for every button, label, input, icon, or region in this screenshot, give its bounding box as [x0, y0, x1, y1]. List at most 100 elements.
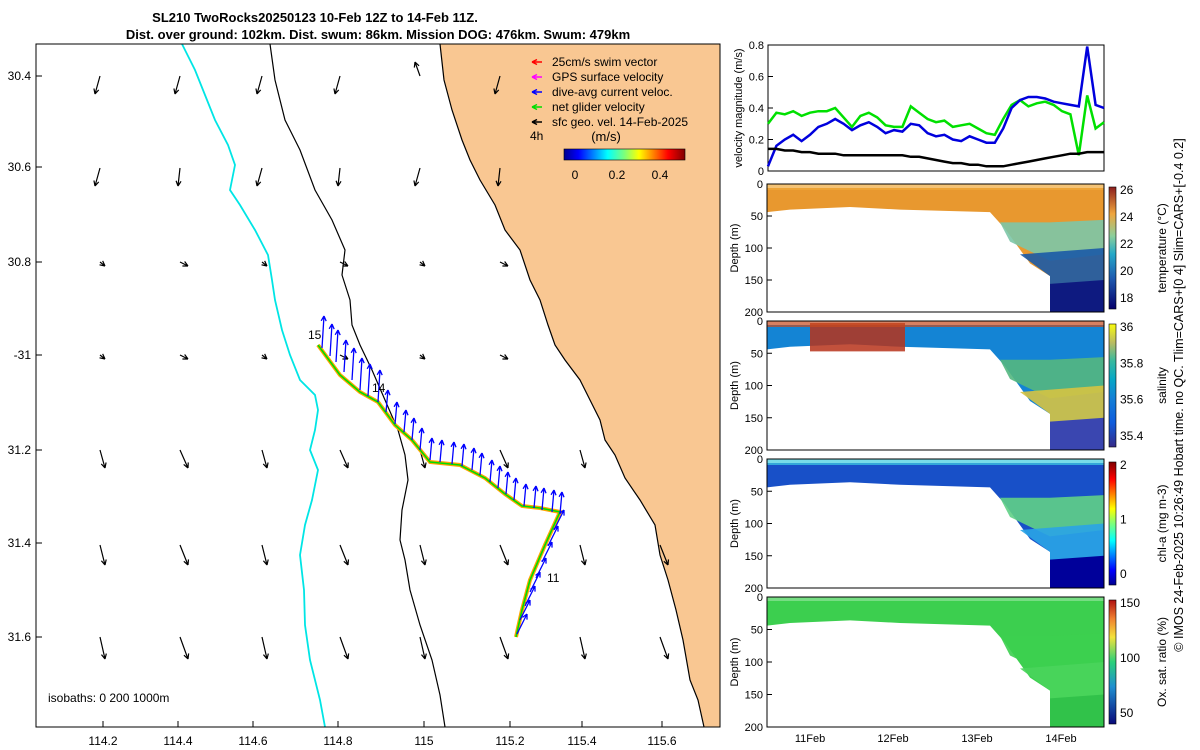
colorbar-tick: 0: [572, 168, 579, 182]
section-fill: [767, 463, 1104, 588]
current-arrow: [418, 427, 425, 451]
velocity-y-tick-label: 0: [758, 166, 764, 178]
depth-tick-label: 150: [745, 690, 763, 702]
geo-velocity-arrow: [335, 167, 342, 187]
depth-tick-label: 0: [757, 316, 763, 328]
section-panel[interactable]: 0 50 100 150 200 Depth (m) 36 35.8 35.6 35.4 salin…: [729, 316, 1169, 457]
geo-velocity-arrow: [261, 449, 269, 469]
section-surface: [767, 184, 1104, 190]
current-arrow: [553, 509, 565, 531]
dive-avg-current-arrows: [320, 315, 565, 635]
map-x-axis: 114.2 114.4 114.6 114.8 115 115.2 115.4 115.6: [88, 721, 677, 748]
geo-velocity-arrow: [255, 167, 263, 187]
section-fill: [1050, 417, 1104, 450]
map-y-tick-label: 30.4: [8, 69, 32, 83]
geo-velocity-arrow: [419, 260, 426, 267]
legend-arrow: [531, 88, 542, 96]
map-y-tick-label: 31.6: [8, 630, 32, 644]
map-y-tick-label: -31: [14, 348, 32, 362]
geo-velocity-arrow: [333, 75, 341, 95]
legend-tag-4h: 4h: [530, 129, 543, 143]
glider-track: [316, 343, 563, 638]
current-arrow: [328, 323, 335, 357]
map-y-axis: 30.4 30.6 30.8 -31 31.2 31.4 31.6: [8, 69, 42, 644]
current-arrow: [428, 437, 435, 461]
legend-arrow: [531, 73, 542, 81]
geo-velocity-arrow: [179, 261, 189, 267]
current-arrow: [488, 459, 495, 483]
colorbar-tick-label: 150: [1120, 596, 1140, 610]
depth-tick-label: 0: [757, 592, 763, 604]
depth-tick-label: 100: [745, 243, 763, 255]
section-fill: [1050, 694, 1104, 727]
current-arrow: [550, 489, 557, 513]
colorbar-tick: 0.4: [652, 168, 669, 182]
colorbar-tick-label: 1: [1120, 513, 1127, 527]
colorbar-tick-label: 100: [1120, 651, 1140, 665]
map-x-tick-label: 115.4: [567, 734, 596, 748]
section-panel[interactable]: 0 50 100 150 200 Depth (m) 150 100 50 Ox. sat. ra…: [729, 592, 1169, 734]
geo-velocity-arrow: [99, 636, 107, 660]
depth-ylabel: Depth (m): [729, 224, 741, 273]
time-tick-label: 11Feb: [795, 733, 825, 745]
geo-velocity-arrow: [99, 260, 106, 267]
map-x-tick-label: 114.2: [88, 734, 117, 748]
colorbar-tick-label: 35.4: [1120, 429, 1144, 443]
colorbar-tick-label: 35.8: [1120, 356, 1144, 370]
depth-tick-label: 50: [751, 625, 763, 637]
depth-tick-label: 200: [745, 307, 763, 319]
depth-ylabel: Depth (m): [729, 638, 741, 687]
geo-velocity-arrow: [419, 544, 427, 566]
colorbar-tick-label: 36: [1120, 320, 1134, 334]
current-arrow: [519, 599, 531, 621]
depth-tick-label: 150: [745, 551, 763, 563]
legend-entry: dive-avg current veloc.: [552, 85, 673, 99]
map-y-tick-label: 30.8: [8, 255, 32, 269]
depth-tick-label: 200: [745, 445, 763, 457]
geo-velocity-arrow: [261, 544, 269, 566]
velocity-panel[interactable]: 0 0.2 0.4 0.6 0.8 velocity magnitude (m/s): [733, 40, 1105, 178]
section-surface: [767, 321, 1104, 327]
current-arrow: [532, 485, 539, 509]
depth-tick-label: 50: [751, 486, 763, 498]
velocity-y-tick-label: 0.6: [749, 72, 764, 84]
current-arrow: [516, 613, 528, 635]
section-colorbar: [1108, 186, 1117, 310]
geo-velocity-arrow: [255, 75, 263, 95]
geo-velocity-arrow: [579, 636, 587, 660]
geo-velocity-arrow: [579, 449, 587, 469]
legend-entry: GPS surface velocity: [552, 70, 663, 84]
map-x-tick-label: 115: [414, 734, 433, 748]
current-arrow: [402, 409, 409, 433]
velocity-y-tick-label: 0.4: [749, 103, 764, 115]
velocity-series: [766, 46, 1105, 168]
geo-velocity-arrow: [419, 636, 427, 660]
legend-entry: sfc geo. vel. 14-Feb-2025: [552, 115, 688, 129]
current-arrow: [547, 525, 559, 547]
map-x-tick-label: 114.6: [238, 734, 267, 748]
section-panel[interactable]: 0 50 100 150 200 Depth (m) 26 24 22 20 18 temperatu…: [729, 179, 1169, 319]
depth-tick-label: 200: [745, 722, 763, 734]
map-x-tick-label: 115.6: [647, 734, 676, 748]
geo-velocity-arrow: [413, 167, 421, 187]
current-arrow: [504, 471, 511, 495]
section-fill: [810, 323, 905, 352]
map-x-tick-label: 114.8: [323, 734, 352, 748]
isobath-1000m: [181, 43, 326, 728]
depth-ylabel: Depth (m): [729, 361, 741, 410]
map-y-tick-label: 31.4: [8, 536, 32, 550]
depth-tick-label: 50: [751, 348, 763, 360]
geo-velocity-arrow: [499, 636, 510, 660]
time-tick-label: 14Feb: [1045, 733, 1076, 745]
depth-tick-label: 200: [745, 583, 763, 595]
section-colorbar: [1108, 461, 1117, 586]
colorbar-title: chl-a (mg m-3): [1155, 484, 1169, 562]
section-panel[interactable]: 0 50 100 150 200 Depth (m) 2 1 0 chl-a (mg m-3): [729, 454, 1169, 595]
geo-velocity-arrow: [173, 75, 181, 95]
coastline: [439, 43, 705, 728]
geo-velocity-arrow: [99, 449, 107, 469]
